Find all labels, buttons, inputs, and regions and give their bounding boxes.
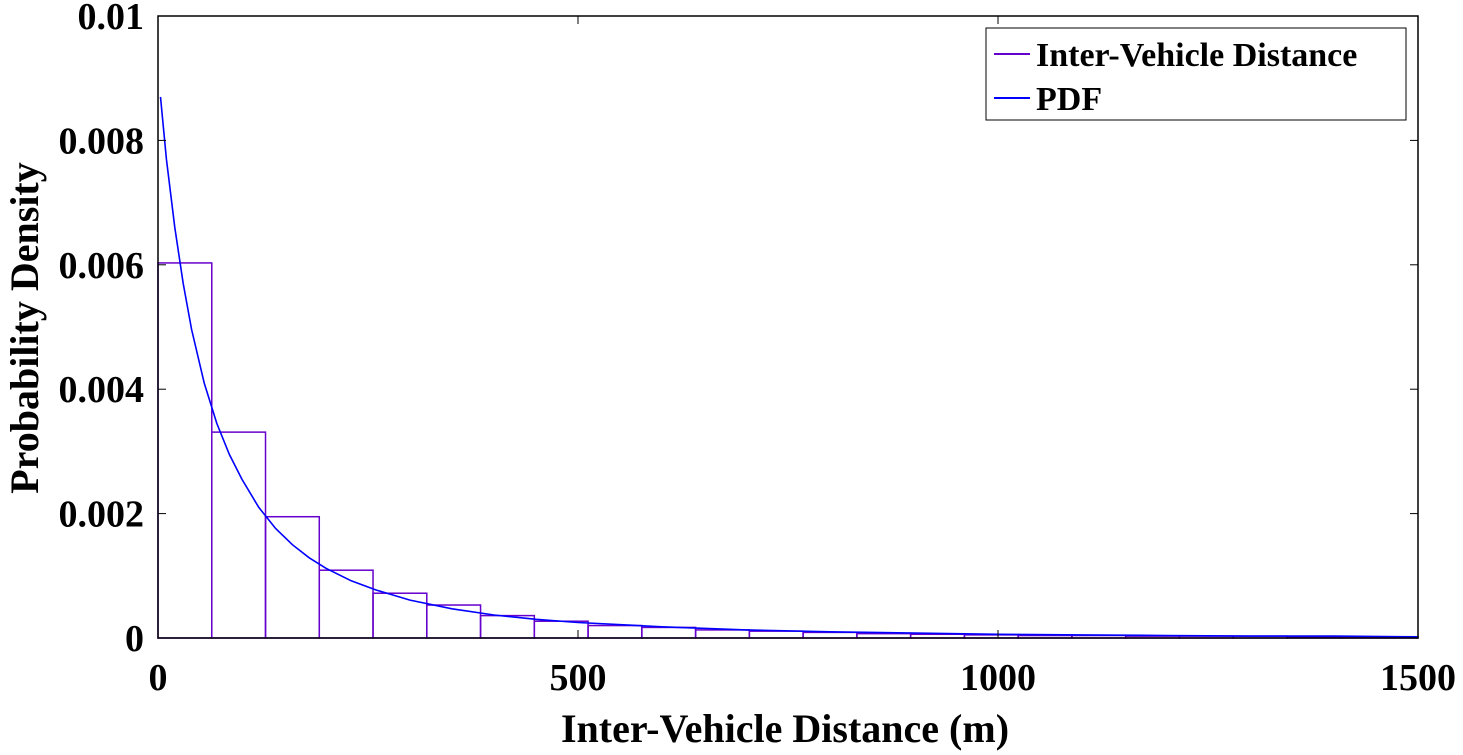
y-tick-label: 0.004 [59, 369, 145, 411]
histogram-bar [426, 604, 482, 639]
histogram-bar [211, 431, 267, 639]
x-axis-label: Inter-Vehicle Distance (m) [561, 706, 1009, 751]
tick-labels: 0 500 1000 1500 0 0.002 0.004 0.006 0.008 0.01 [59, 0, 1457, 699]
y-axis-label: Probability Density [2, 162, 47, 494]
legend-label-histogram: Inter-Vehicle Distance [1036, 37, 1357, 74]
y-tick-label: 0.002 [59, 494, 145, 536]
histogram-bar [533, 620, 589, 639]
legend: Inter-Vehicle Distance PDF [985, 27, 1407, 121]
histogram-bar [318, 569, 374, 639]
histogram-bar [802, 631, 858, 639]
pdf-curve [159, 96, 1419, 638]
x-tick-label: 1000 [960, 657, 1036, 699]
y-tick-label: 0.006 [59, 245, 145, 287]
histogram-bar [748, 630, 804, 639]
x-tick-label: 1500 [1380, 657, 1456, 699]
histogram-bars [157, 262, 1419, 639]
histogram-bar [641, 626, 697, 639]
y-tick-label: 0.01 [78, 0, 145, 38]
pdf-curve-layer [159, 96, 1419, 638]
plot-frame [157, 15, 1419, 639]
x-tick-label: 500 [550, 657, 607, 699]
histogram-bar [264, 515, 321, 639]
y-tick-label: 0 [125, 618, 144, 660]
y-tick-label: 0.008 [59, 120, 145, 162]
legend-label-pdf: PDF [1036, 81, 1102, 118]
x-tick-label: 0 [149, 657, 168, 699]
histogram-bar [372, 592, 428, 639]
histogram-bar [157, 262, 213, 639]
histogram-bar [694, 629, 751, 639]
legend-box [985, 27, 1407, 121]
histogram-bar [587, 624, 643, 639]
